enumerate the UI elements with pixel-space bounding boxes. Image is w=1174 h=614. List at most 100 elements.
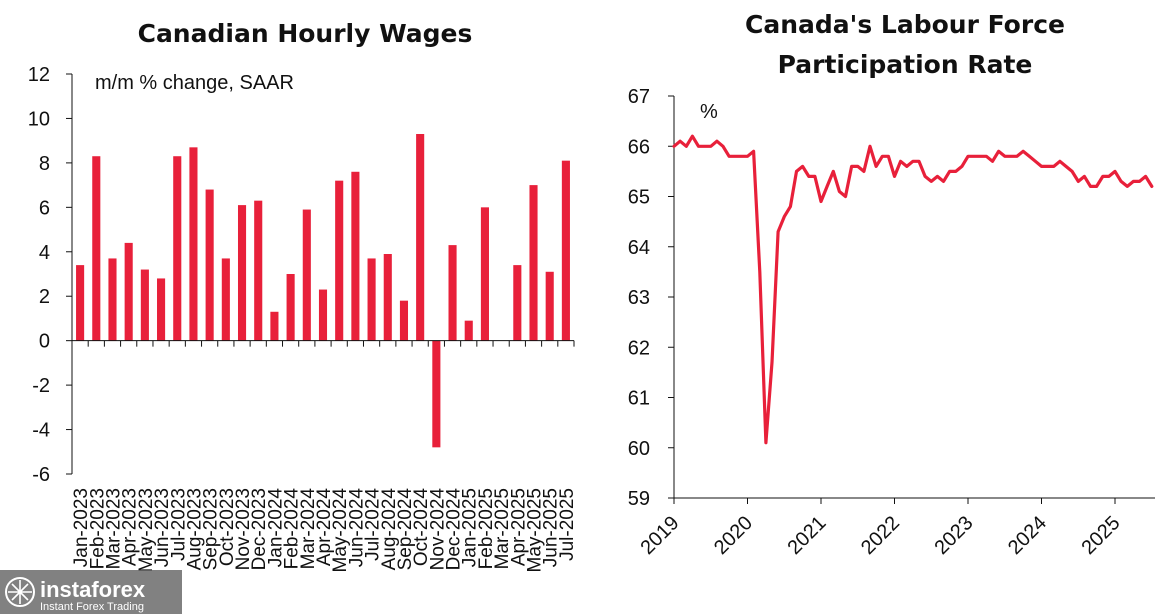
hourly-wages-chart: Canadian Hourly Wages m/m % change, SAAR…	[28, 19, 578, 573]
y-tick-label: 66	[628, 136, 650, 158]
hourly-wages-unit-label: m/m % change, SAAR	[95, 72, 294, 94]
x-tick-label: Nov-2024	[427, 488, 448, 571]
bar-Jun-2023	[157, 278, 166, 341]
y-tick-label: -2	[32, 375, 50, 397]
x-tick-label: Nov-2023	[233, 488, 254, 570]
x-tick-label: Sep-2024	[395, 488, 416, 571]
participation-rate-x-axis: 2019 2020 2021 2022 2023 2024 2025	[637, 498, 1125, 559]
x-tick-label: May-2024	[330, 488, 351, 573]
bar-Feb-2024	[286, 274, 295, 341]
participation-rate-y-axis: 67 66 65 64 63 62 61 60 59	[628, 86, 674, 510]
bar-Oct-2024	[416, 134, 425, 341]
bar-Jan-2024	[270, 311, 279, 341]
watermark-brand: instaforex	[40, 577, 146, 602]
x-tick-label: Apr-2025	[508, 488, 529, 566]
bar-Jan-2025	[464, 320, 473, 341]
bar-Dec-2024	[448, 245, 457, 341]
x-tick-label: Jan-2025	[460, 488, 481, 567]
y-tick-label: 61	[628, 388, 650, 410]
x-tick-label: Mar-2024	[298, 488, 319, 570]
y-tick-label: 60	[628, 438, 650, 460]
y-tick-label: 8	[39, 153, 50, 175]
x-tick-label: Jul-2024	[363, 488, 384, 561]
x-tick-label: May-2025	[525, 488, 546, 573]
x-tick-label: Dec-2024	[444, 488, 465, 571]
bar-Nov-2023	[237, 205, 247, 341]
bar-Jun-2024	[351, 171, 360, 341]
bar-Mar-2024	[302, 209, 311, 341]
bar-Sep-2023	[205, 189, 214, 341]
participation-rate-series	[672, 134, 1154, 445]
x-tick-label: Apr-2024	[314, 488, 335, 567]
y-tick-label: 12	[28, 64, 50, 86]
bar-Jul-2025	[561, 160, 570, 341]
y-tick-label: 62	[628, 337, 650, 359]
x-tick-label: Jun-2024	[346, 488, 367, 568]
hourly-wages-x-axis: Jan-2023Feb-2023Mar-2023Apr-2023May-2023…	[71, 340, 578, 573]
y-tick-label: 2	[39, 286, 50, 308]
hourly-wages-y-axis: 12 10 8 6 4 2 0 -2 -4 -6	[28, 64, 72, 486]
bar-Dec-2023	[254, 200, 263, 341]
x-tick-label: 2019	[637, 512, 684, 559]
participation-rate-line	[672, 134, 1154, 445]
bar-Aug-2024	[383, 254, 392, 341]
bar-Apr-2024	[318, 289, 328, 341]
bar-Jul-2024	[367, 258, 376, 341]
x-tick-label: Jul-2025	[557, 488, 578, 561]
x-tick-label: Jul-2023	[168, 488, 189, 561]
bar-Apr-2023	[124, 242, 133, 341]
bar-Feb-2025	[480, 207, 489, 341]
bar-May-2023	[140, 269, 149, 341]
hourly-wages-bars	[76, 134, 570, 448]
bar-Jun-2025	[545, 271, 554, 341]
x-tick-label: 2025	[1078, 512, 1125, 559]
y-tick-label: 67	[628, 86, 650, 108]
bar-Oct-2023	[221, 258, 230, 341]
hourly-wages-axes	[71, 74, 574, 474]
x-tick-label: 2023	[931, 512, 978, 559]
x-tick-label: May-2023	[136, 488, 157, 573]
x-tick-label: Apr-2023	[120, 488, 141, 566]
x-tick-label: Mar-2025	[492, 488, 513, 569]
x-tick-label: Feb-2024	[282, 488, 303, 570]
x-tick-label: Jun-2025	[541, 488, 562, 567]
x-tick-label: Mar-2023	[103, 488, 124, 569]
y-tick-label: -4	[32, 420, 50, 442]
x-tick-label: 2021	[784, 512, 831, 559]
bar-Jan-2023	[76, 265, 85, 341]
x-tick-label: Dec-2023	[249, 488, 270, 570]
x-tick-label: Jan-2023	[71, 488, 92, 567]
x-tick-label: Feb-2025	[476, 488, 497, 569]
participation-rate-chart: Canada's Labour Force Participation Rate…	[628, 10, 1155, 559]
instaforex-watermark: instaforex Instant Forex Trading	[0, 570, 182, 614]
bar-May-2025	[529, 185, 538, 341]
x-tick-label: Aug-2023	[184, 488, 205, 570]
x-tick-label: Oct-2024	[411, 488, 432, 567]
y-tick-label: 65	[628, 187, 650, 209]
y-tick-label: 4	[39, 242, 50, 264]
bar-Aug-2023	[189, 147, 198, 341]
bar-Jul-2023	[173, 156, 182, 341]
x-tick-label: Feb-2023	[87, 488, 108, 569]
bar-Nov-2024	[432, 340, 441, 448]
y-tick-label: 0	[39, 331, 50, 353]
y-tick-label: 59	[628, 488, 650, 510]
participation-rate-title-line-2: Participation Rate	[778, 50, 1033, 79]
participation-rate-title-line-1: Canada's Labour Force	[745, 10, 1065, 39]
x-tick-label: Oct-2023	[217, 488, 238, 566]
x-tick-label: Jan-2024	[265, 488, 286, 568]
bar-Mar-2023	[108, 258, 117, 341]
y-tick-label: -6	[32, 464, 50, 486]
x-tick-label: 2022	[857, 512, 904, 559]
bar-Apr-2025	[513, 265, 522, 341]
bar-Feb-2023	[92, 156, 101, 341]
x-tick-label: 2020	[710, 512, 757, 559]
instaforex-logo-icon	[5, 577, 35, 607]
bar-Sep-2024	[399, 300, 409, 341]
participation-rate-unit-label: %	[700, 101, 718, 123]
x-tick-label: Jun-2023	[152, 488, 173, 567]
watermark-tagline: Instant Forex Trading	[40, 601, 144, 613]
participation-rate-axes	[673, 96, 1155, 499]
x-tick-label: 2024	[1004, 512, 1051, 559]
